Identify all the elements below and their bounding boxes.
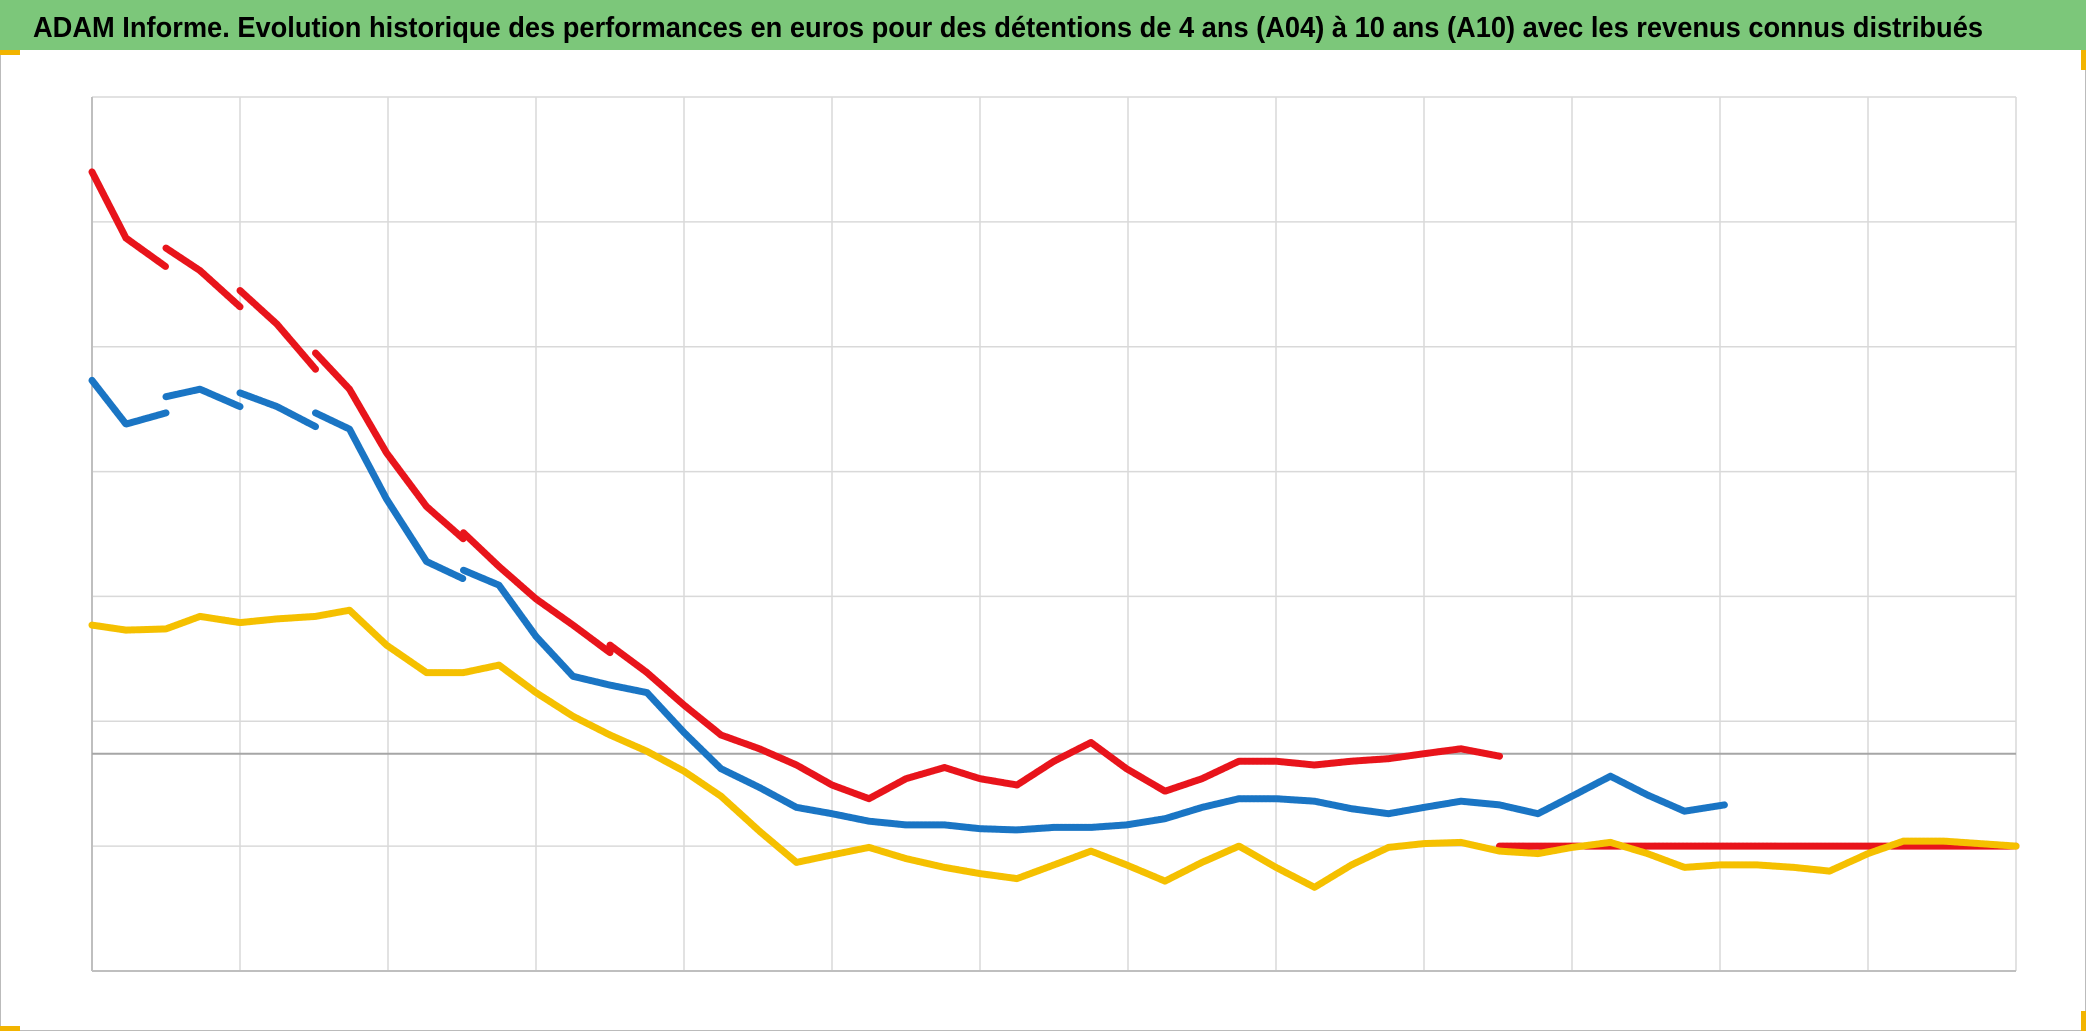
corner-mark: [2081, 1011, 2086, 1031]
title-bar: [0, 0, 2086, 50]
corner-mark: [0, 1026, 20, 1031]
series-line: [88, 168, 2020, 850]
series-line: [88, 606, 2020, 891]
corner-mark: [0, 50, 20, 55]
corner-mark: [2081, 50, 2086, 70]
series-line: [88, 376, 1728, 834]
plot-area: [88, 96, 2020, 972]
chart-title: ADAM Informe. Evolution historique des p…: [33, 12, 1983, 44]
